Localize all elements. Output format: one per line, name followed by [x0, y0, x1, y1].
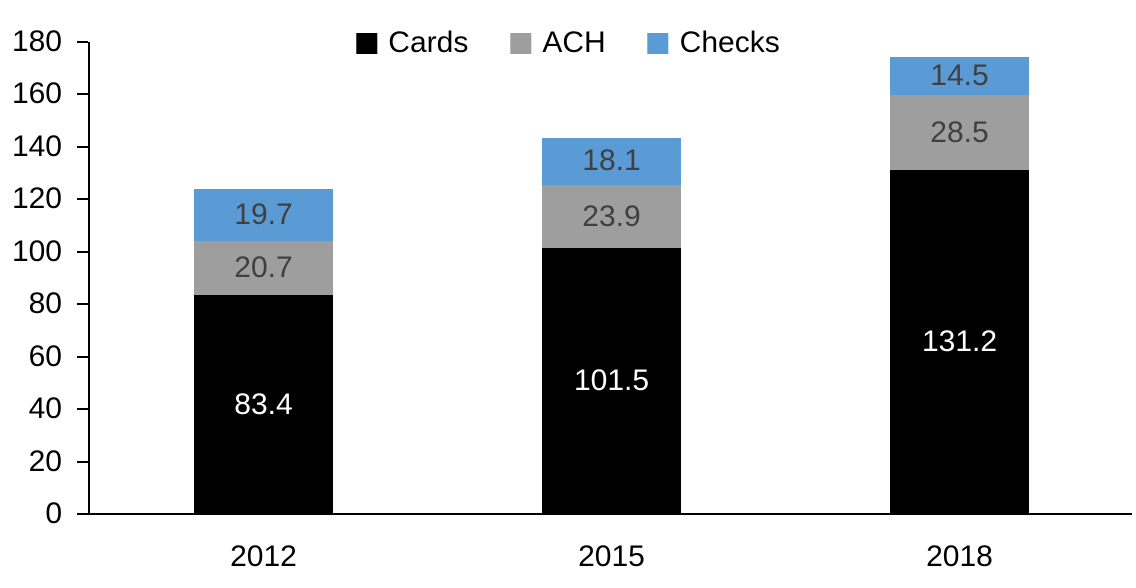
x-axis-line	[88, 513, 1132, 515]
bar-value-label: 20.7	[234, 251, 293, 285]
y-tick-label: 0	[45, 497, 62, 530]
bar-2012: 83.4 20.7 19.7	[194, 189, 333, 514]
bar-segment-ach: 20.7	[194, 241, 333, 296]
legend-item-cards: Cards	[356, 28, 468, 58]
x-tick-label-2018: 2018	[926, 540, 993, 573]
bar-value-label: 19.7	[234, 198, 293, 232]
y-tick-label: 80	[28, 287, 62, 321]
bar-value-label: 23.9	[582, 199, 641, 233]
y-tick-label: 60	[28, 339, 62, 373]
y-axis-tick	[77, 198, 88, 201]
bar-value-label: 28.5	[930, 115, 989, 149]
y-tick-label: 120	[11, 182, 62, 216]
bar-segment-cards: 83.4	[194, 295, 333, 514]
legend-item-ach: ACH	[510, 26, 606, 59]
y-axis-tick	[77, 408, 88, 411]
bar-2018: 131.2 28.5 14.5	[890, 57, 1029, 514]
bar-segment-cards: 101.5	[542, 247, 681, 514]
y-tick-label: 40	[28, 392, 62, 426]
legend-label: Checks	[679, 26, 780, 59]
y-axis-tick	[77, 250, 88, 253]
y-tick-label: 100	[11, 234, 62, 268]
legend-swatch-checks-icon	[647, 32, 669, 54]
y-axis-tick	[77, 93, 88, 96]
bar-segment-checks: 14.5	[890, 57, 1029, 96]
y-axis-tick	[77, 355, 88, 358]
legend-swatch-ach-icon	[510, 32, 532, 54]
y-axis-line	[88, 42, 90, 515]
y-tick-label: 140	[11, 129, 62, 163]
bar-segment-cards: 131.2	[890, 169, 1029, 514]
bar-value-label: 101.5	[573, 363, 650, 397]
legend-item-checks: Checks	[647, 26, 780, 59]
bar-segment-ach: 28.5	[890, 95, 1029, 170]
y-tick-label: 160	[11, 77, 62, 111]
x-tick-label-2015: 2015	[578, 540, 645, 573]
bar-segment-ach: 23.9	[542, 185, 681, 248]
legend-swatch-cards-icon	[356, 32, 378, 54]
x-tick-label-2012: 2012	[230, 540, 297, 573]
bar-value-label: 83.4	[234, 387, 293, 421]
y-axis-tick	[77, 41, 88, 43]
legend-label: Cards	[388, 26, 469, 59]
bar-value-label: 18.1	[582, 144, 641, 178]
y-axis-tick	[77, 460, 88, 463]
bar-value-label: 14.5	[930, 59, 989, 93]
bar-2015: 101.5 23.9 18.1	[542, 137, 681, 514]
bar-value-label: 131.2	[921, 324, 998, 358]
y-tick-label: 180	[11, 25, 62, 58]
chart-legend: Cards ACH Checks	[356, 26, 780, 59]
y-axis-tick	[77, 513, 88, 515]
y-axis-tick	[77, 303, 88, 306]
legend-label: ACH	[542, 26, 606, 59]
y-tick-label: 20	[28, 444, 62, 478]
bar-segment-checks: 18.1	[542, 137, 681, 186]
y-axis-tick	[77, 145, 88, 148]
bar-segment-checks: 19.7	[194, 189, 333, 242]
